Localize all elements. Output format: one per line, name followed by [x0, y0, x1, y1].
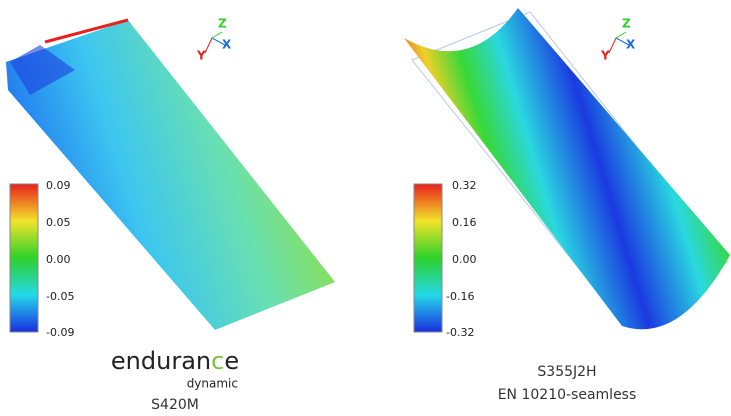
colorbar-label: 0.05 — [46, 216, 71, 229]
colorbar-label: 0.09 — [46, 179, 71, 192]
colorbar — [414, 184, 442, 332]
axis-z — [616, 32, 626, 38]
logo-part: e — [224, 347, 239, 375]
colorbar-label: 0.32 — [452, 179, 477, 192]
axis-label: Y — [196, 49, 206, 63]
axis-label: X — [222, 38, 232, 52]
caption: S355J2H — [537, 364, 596, 380]
logo-part: enduran — [111, 347, 211, 375]
colorbar — [10, 184, 38, 332]
axis-z — [212, 32, 222, 38]
caption: S420M — [151, 397, 199, 413]
scan-surface — [404, 8, 730, 329]
colorbar-label: 0.16 — [452, 216, 477, 229]
colorbar-label: -0.32 — [446, 326, 474, 339]
colorbar-label: 0.00 — [452, 253, 477, 266]
logo-tagline: dynamic — [187, 377, 238, 391]
left-panel: Z X Y 0.09 0.05 0.00 -0.05 -0.09 enduran… — [6, 17, 335, 414]
axis-label: Z — [218, 17, 227, 31]
axis-label: X — [626, 38, 636, 52]
colorbar-label: -0.05 — [46, 290, 74, 303]
axis-label: Z — [622, 17, 631, 31]
logo-part: c — [211, 347, 224, 375]
axis-label: Y — [600, 49, 610, 63]
colorbar-label: -0.16 — [446, 290, 474, 303]
colorbar-label: 0.00 — [46, 253, 71, 266]
figure: Z X Y 0.09 0.05 0.00 -0.05 -0.09 enduran… — [0, 0, 731, 416]
caption: EN 10210-seamless — [498, 387, 637, 403]
colorbar-label: -0.09 — [46, 326, 74, 339]
axis-y — [205, 38, 212, 53]
right-panel: Z X Y 0.32 0.16 0.00 -0.16 -0.32 S355J2H… — [404, 8, 730, 403]
axis-y — [609, 38, 616, 53]
logo: endurance — [111, 347, 239, 375]
